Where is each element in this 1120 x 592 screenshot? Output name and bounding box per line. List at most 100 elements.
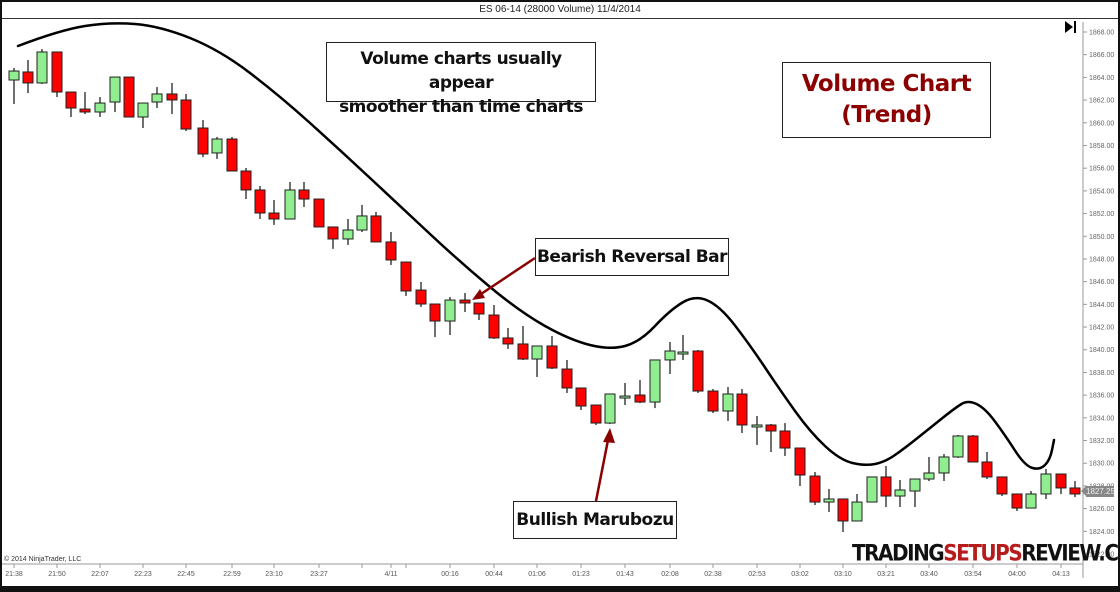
bearish-candle-body bbox=[779, 430, 791, 449]
candle[interactable] bbox=[967, 434, 979, 463]
candle[interactable] bbox=[65, 91, 77, 117]
chart-title: ES 06-14 (28000 Volume) 11/4/2014 bbox=[2, 2, 1118, 19]
candle[interactable] bbox=[952, 434, 964, 459]
candle[interactable] bbox=[8, 67, 20, 104]
candle[interactable] bbox=[649, 359, 661, 409]
candle[interactable] bbox=[342, 219, 354, 245]
y-tick-label: 1844.00 bbox=[1089, 302, 1114, 309]
candle[interactable] bbox=[284, 182, 296, 220]
candle[interactable] bbox=[385, 231, 397, 265]
skip-to-end-button[interactable] bbox=[1064, 20, 1078, 34]
candle[interactable] bbox=[356, 204, 368, 232]
bullish-candle-body bbox=[284, 189, 296, 220]
candle[interactable] bbox=[736, 389, 748, 434]
candle[interactable] bbox=[488, 305, 500, 339]
candle[interactable] bbox=[866, 476, 878, 503]
candle[interactable] bbox=[51, 51, 63, 98]
bearish-candle-body bbox=[254, 189, 266, 214]
candle[interactable] bbox=[634, 380, 646, 404]
candle[interactable] bbox=[851, 493, 863, 522]
candle[interactable] bbox=[370, 211, 382, 243]
trend-curve bbox=[16, 22, 1056, 470]
candle[interactable] bbox=[575, 387, 587, 411]
candle[interactable] bbox=[1040, 469, 1052, 499]
x-tick-label: 21:50 bbox=[48, 571, 66, 578]
y-tick-label: 1842.00 bbox=[1089, 325, 1114, 332]
candle[interactable] bbox=[664, 342, 676, 375]
candle[interactable] bbox=[151, 87, 163, 109]
candle[interactable] bbox=[981, 451, 993, 479]
candle[interactable] bbox=[590, 404, 602, 425]
candle[interactable] bbox=[751, 416, 763, 445]
candle[interactable] bbox=[502, 327, 514, 349]
candle[interactable] bbox=[226, 136, 238, 172]
bearish-candle-body bbox=[1055, 473, 1067, 489]
candle[interactable] bbox=[604, 393, 616, 424]
candle[interactable] bbox=[1055, 473, 1067, 494]
candle[interactable] bbox=[444, 296, 456, 335]
candle[interactable] bbox=[79, 92, 91, 115]
candle[interactable] bbox=[459, 293, 471, 312]
candle[interactable] bbox=[400, 261, 412, 296]
bullish-candle-body bbox=[36, 51, 48, 84]
candle[interactable] bbox=[996, 476, 1008, 497]
candle[interactable] bbox=[298, 182, 310, 207]
candle[interactable] bbox=[211, 136, 223, 159]
bearish-candle-body bbox=[298, 189, 310, 200]
candle[interactable] bbox=[197, 119, 209, 158]
bearish-candle-body bbox=[429, 303, 441, 322]
candle[interactable] bbox=[429, 303, 441, 338]
candle[interactable] bbox=[1025, 491, 1037, 509]
bullish-candle-body bbox=[109, 76, 121, 103]
bearish-candle-body bbox=[575, 387, 587, 407]
annotation-volume-chart-title: Volume Chart (Trend) bbox=[782, 62, 991, 138]
bullish-candle-body bbox=[531, 345, 543, 360]
bullish-candle-body bbox=[211, 138, 223, 154]
bearish-candle-body bbox=[765, 424, 777, 432]
candle[interactable] bbox=[619, 382, 631, 406]
candle[interactable] bbox=[809, 471, 821, 505]
candle[interactable] bbox=[415, 281, 427, 307]
bearish-candle-body bbox=[517, 343, 529, 360]
candle[interactable] bbox=[677, 334, 689, 360]
candle[interactable] bbox=[36, 49, 48, 84]
candle[interactable] bbox=[531, 345, 543, 377]
bullish-candle-body bbox=[722, 393, 734, 412]
candle[interactable] bbox=[268, 199, 280, 225]
bearish-candle-body bbox=[996, 476, 1008, 495]
candle[interactable] bbox=[1069, 481, 1081, 498]
candle[interactable] bbox=[692, 349, 704, 393]
candle[interactable] bbox=[22, 60, 34, 94]
candle[interactable] bbox=[313, 198, 325, 228]
candle[interactable] bbox=[546, 336, 558, 370]
candle[interactable] bbox=[823, 488, 835, 513]
candle[interactable] bbox=[561, 359, 573, 393]
candle[interactable] bbox=[894, 480, 906, 508]
bearish-arrowhead-icon bbox=[472, 289, 485, 300]
candle[interactable] bbox=[327, 226, 339, 249]
candle[interactable] bbox=[765, 423, 777, 452]
bearish-candle-body bbox=[880, 476, 892, 497]
candle[interactable] bbox=[722, 386, 734, 422]
candle[interactable] bbox=[517, 326, 529, 360]
candle[interactable] bbox=[240, 167, 252, 200]
candle[interactable] bbox=[880, 465, 892, 508]
bullish-candle-body bbox=[909, 478, 921, 492]
candle[interactable] bbox=[123, 76, 135, 118]
candle[interactable] bbox=[166, 82, 178, 115]
candle[interactable] bbox=[837, 498, 849, 532]
candle[interactable] bbox=[94, 97, 106, 117]
candle[interactable] bbox=[779, 423, 791, 456]
candle[interactable] bbox=[254, 185, 266, 220]
candle[interactable] bbox=[1011, 493, 1023, 511]
candle[interactable] bbox=[909, 478, 921, 508]
candle[interactable] bbox=[794, 447, 806, 487]
candle[interactable] bbox=[923, 456, 935, 482]
candle[interactable] bbox=[109, 76, 121, 113]
candle[interactable] bbox=[137, 102, 149, 129]
candle[interactable] bbox=[473, 302, 485, 321]
candle[interactable] bbox=[180, 93, 192, 131]
candle[interactable] bbox=[707, 389, 719, 414]
candle[interactable] bbox=[938, 454, 950, 482]
